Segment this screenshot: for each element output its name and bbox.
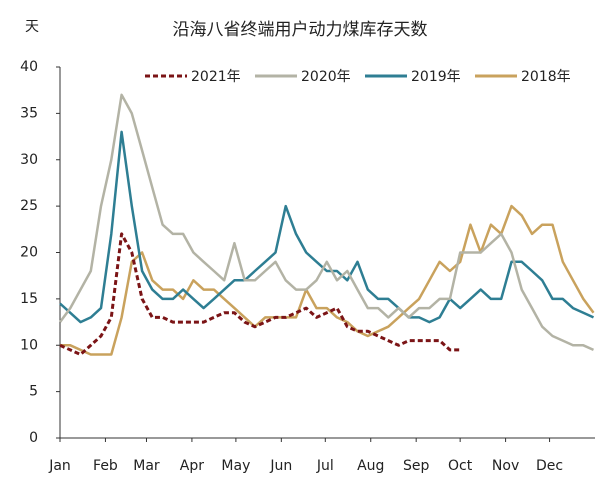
legend-label: 2020年 [301, 69, 351, 85]
y-tick-label: 25 [20, 198, 38, 214]
legend-label: 2021年 [191, 69, 241, 85]
series-line [58, 93, 595, 352]
y-tick-label: 30 [20, 152, 38, 168]
y-tick-label: 0 [29, 430, 38, 446]
x-tick-label: Jul [316, 458, 334, 474]
series-line [59, 130, 595, 324]
x-tick-label: Jun [269, 458, 292, 474]
y-axis-label: 天 [25, 19, 39, 35]
series-line [60, 204, 595, 356]
x-tick-label: Nov [492, 458, 519, 474]
y-tick-label: 40 [20, 59, 38, 75]
x-tick-label: Sep [403, 458, 430, 474]
chart-title: 沿海八省终端用户动力煤库存天数 [173, 20, 428, 40]
x-tick-label: May [221, 458, 250, 474]
x-tick-label: Jan [48, 458, 71, 474]
y-tick-label: 35 [20, 105, 38, 121]
x-tick-label: Dec [536, 458, 563, 474]
legend-label: 2019年 [411, 69, 461, 85]
x-tick-label: Oct [448, 458, 473, 474]
y-tick-label: 20 [20, 245, 38, 261]
x-tick-label: Feb [93, 458, 118, 474]
y-tick-label: 10 [20, 337, 38, 353]
x-tick-label: Aug [357, 458, 384, 474]
y-tick-label: 5 [29, 384, 38, 400]
series-line [59, 232, 461, 356]
x-tick-label: Apr [180, 458, 204, 474]
y-tick-label: 15 [20, 291, 38, 307]
legend-label: 2018年 [521, 69, 571, 85]
x-tick-label: Mar [133, 458, 160, 474]
